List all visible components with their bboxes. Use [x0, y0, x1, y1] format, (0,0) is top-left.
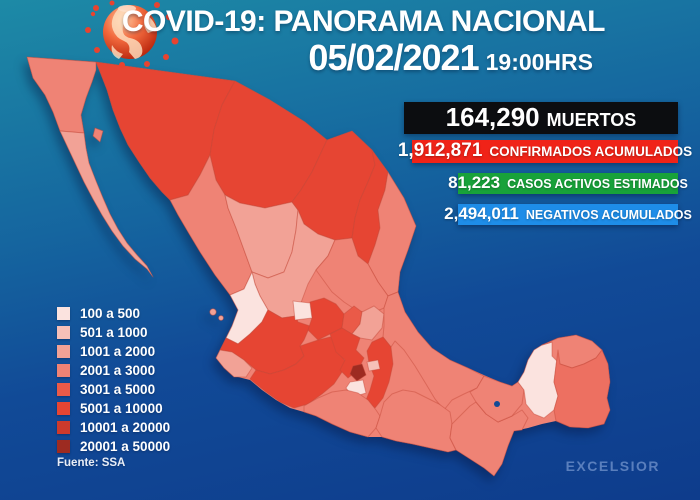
stat-active: 81,223 CASOS ACTIVOS ESTIMADOS: [448, 173, 688, 194]
legend-item: 10001 a 20000: [57, 420, 170, 435]
report-date: 05/02/2021: [308, 36, 479, 78]
state-hidalgo: [351, 305, 385, 341]
stat-deaths: 164,290 MUERTOS: [404, 102, 678, 134]
globe-virus-icon: [85, 0, 179, 68]
legend-label: 20001 a 50000: [80, 439, 171, 454]
state-tlaxcala: [366, 359, 381, 372]
state-quintana-roo: [553, 349, 611, 429]
legend-swatch: [57, 421, 70, 434]
legend-swatch: [57, 383, 70, 396]
legend-swatch: [57, 307, 70, 320]
legend-item: 501 a 1000: [57, 325, 170, 340]
legend-label: 1001 a 2000: [80, 344, 156, 359]
deaths-label: MUERTOS: [546, 110, 637, 130]
active-value: 81,223: [448, 173, 501, 192]
legend-label: 5001 a 10000: [80, 401, 163, 416]
state-colima: [215, 349, 253, 378]
map-legend: 100 a 500 501 a 1000 1001 a 2000 2001 a …: [57, 306, 170, 454]
islas-marias-island-2: [218, 315, 224, 321]
country-shadow-group: [26, 56, 611, 477]
islas-marias-island: [209, 308, 217, 316]
legend-swatch: [57, 440, 70, 453]
globe-continents: [111, 5, 157, 59]
legend-swatch: [57, 402, 70, 415]
legend-swatch: [57, 326, 70, 339]
stat-confirmed: 1,912,871 CONFIRMADOS ACUMULADOS: [398, 140, 692, 163]
legend-label: 501 a 1000: [80, 325, 148, 340]
report-time: 19:00HRS: [485, 48, 593, 75]
state-aguascalientes: [292, 300, 313, 321]
legend-swatch: [57, 345, 70, 358]
state-cdmx: [349, 363, 367, 382]
legend-label: 10001 a 20000: [80, 420, 171, 435]
legend-item: 2001 a 3000: [57, 363, 170, 378]
state-baja-california: [26, 56, 97, 134]
legend-label: 3001 a 5000: [80, 382, 156, 397]
confirmed-value: 1,912,871: [397, 140, 483, 161]
legend-item: 100 a 500: [57, 306, 170, 321]
deaths-value: 164,290: [445, 102, 540, 132]
legend-item: 1001 a 2000: [57, 344, 170, 359]
isla-tiburon-island: [92, 127, 104, 143]
confirmed-label: CONFIRMADOS ACUMULADOS: [489, 144, 693, 159]
state-tabasco: [469, 375, 525, 423]
legend-label: 2001 a 3000: [80, 363, 156, 378]
states-group: [26, 56, 611, 477]
legend-item: 3001 a 5000: [57, 382, 170, 397]
header-datetime: 05/02/2021 19:00HRS: [122, 36, 605, 78]
legend-swatch: [57, 364, 70, 377]
legend-item: 5001 a 10000: [57, 401, 170, 416]
stat-negative: 2,494,011 NEGATIVOS ACUMULADOS: [444, 204, 692, 225]
negative-label: NEGATIVOS ACUMULADOS: [525, 208, 692, 222]
negative-value: 2,494,011: [444, 204, 519, 223]
excelsior-watermark: EXCELSIOR: [565, 458, 660, 474]
virus-dots: [85, 0, 179, 68]
tabasco-lagoon: [494, 401, 500, 407]
state-baja-california-sur: [59, 130, 154, 278]
legend-item: 20001 a 50000: [57, 439, 170, 454]
header: COVID-19: PANORAMA NACIONAL 05/02/2021 1…: [121, 5, 606, 78]
active-label: CASOS ACTIVOS ESTIMADOS: [507, 177, 688, 191]
legend-label: 100 a 500: [80, 306, 141, 321]
source-attribution: Fuente: SSA: [57, 457, 126, 469]
page-title: COVID-19: PANORAMA NACIONAL: [121, 5, 606, 38]
